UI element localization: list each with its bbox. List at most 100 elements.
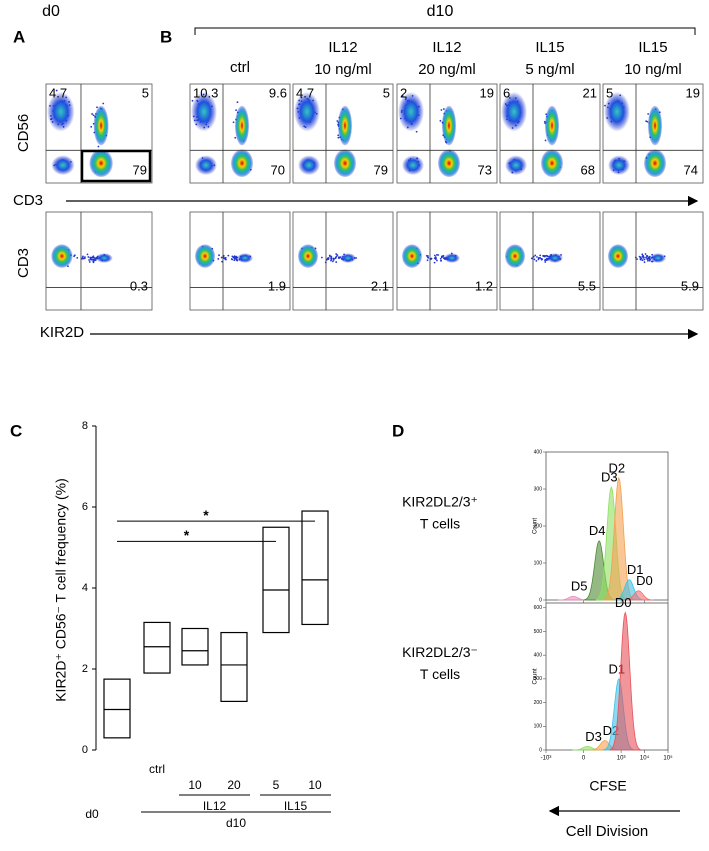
event-dot <box>335 261 338 263</box>
y-tick-label: 0 <box>539 597 542 603</box>
quadrant-value: 19 <box>480 85 494 100</box>
event-dot <box>534 254 537 257</box>
y-tick-label: 600 <box>534 605 543 611</box>
event-dot <box>92 255 95 258</box>
quadrant-value: 70 <box>271 162 285 177</box>
event-dot <box>440 109 443 111</box>
group-label: IL15 <box>284 799 308 813</box>
event-dot <box>232 121 235 124</box>
event-dot <box>220 256 223 259</box>
x-axis-label: KIR2D <box>40 324 84 341</box>
event-dot <box>536 256 538 258</box>
density-blob <box>93 105 109 146</box>
x-tick-label: 10³ <box>617 756 626 762</box>
event-dot <box>86 253 89 256</box>
row-label: T cells <box>420 516 460 532</box>
event-dot <box>539 254 542 257</box>
column-title: IL15 <box>638 39 667 56</box>
event-dot <box>535 260 538 262</box>
event-dot <box>83 257 86 260</box>
quadrant-value: 0.3 <box>130 278 148 293</box>
event-dot <box>235 109 238 112</box>
density-blob <box>505 244 525 268</box>
quadrant-value: 10.3 <box>193 85 218 100</box>
peak-label: D1 <box>627 562 644 577</box>
x-axis-label: CFSE <box>589 778 626 794</box>
density-blob <box>398 91 424 132</box>
peak-label: D3 <box>601 470 618 485</box>
event-dot <box>191 99 194 102</box>
quadrant-value: 4.7 <box>296 85 314 100</box>
range-box <box>103 678 131 739</box>
event-dot <box>224 256 227 259</box>
row-label: T cells <box>420 666 460 682</box>
quadrant-value: 1.9 <box>268 278 286 293</box>
y-axis-label: Count <box>533 518 539 534</box>
event-dot <box>426 259 429 262</box>
quadrant-value: 19 <box>686 85 700 100</box>
event-dot <box>336 120 339 122</box>
event-dot <box>636 258 638 261</box>
quadrant-value: 5 <box>606 85 613 100</box>
event-dot <box>646 255 649 257</box>
event-dot <box>443 108 445 110</box>
range-box <box>262 526 290 634</box>
event-dot <box>646 120 649 123</box>
event-dot <box>330 256 333 259</box>
density-blob <box>547 253 563 263</box>
density-blob <box>95 253 113 263</box>
group-label: d10 <box>226 816 246 830</box>
header-d0: d0 <box>42 3 60 20</box>
event-dot <box>644 253 647 255</box>
quadrant-value: 2 <box>400 85 407 100</box>
peak-label: D0 <box>615 595 632 610</box>
y-axis-label: CD56 <box>15 114 32 152</box>
density-blob <box>51 244 73 268</box>
quadrant-value: 6 <box>503 85 510 100</box>
event-dot <box>93 258 96 261</box>
peak <box>623 590 654 601</box>
range-box <box>181 627 209 666</box>
density-blob <box>340 253 356 263</box>
density-blob <box>47 91 75 132</box>
density-blob <box>608 155 630 176</box>
y-tick-label: 4 <box>82 582 88 594</box>
density-blob <box>604 91 630 132</box>
y-tick-label: 500 <box>534 629 543 635</box>
group-label: IL12 <box>203 799 227 813</box>
event-dot <box>434 256 437 259</box>
event-dot <box>533 258 536 261</box>
event-dot <box>639 256 642 259</box>
y-tick-label: 0 <box>82 744 88 756</box>
event-dot <box>218 254 220 257</box>
y-tick-label: 6 <box>82 501 88 513</box>
range-box <box>220 631 248 702</box>
significance-label: * <box>184 527 190 543</box>
event-dot <box>434 258 437 261</box>
event-dot <box>217 258 220 260</box>
event-dot <box>225 258 227 261</box>
density-blob <box>505 155 527 176</box>
event-dot <box>236 101 239 104</box>
event-dot <box>227 254 230 257</box>
event-dot <box>320 256 323 259</box>
event-dot <box>337 136 340 139</box>
event-dot <box>639 258 642 261</box>
y-tick-label: 300 <box>534 676 543 682</box>
quadrant-value: 74 <box>684 162 698 177</box>
y-tick-label: 300 <box>534 486 543 492</box>
density-blob <box>195 244 215 268</box>
column-title: IL12 <box>432 39 461 56</box>
y-tick-label: 0 <box>539 747 542 753</box>
event-dot <box>233 259 236 262</box>
event-dot <box>545 259 548 262</box>
event-dot <box>337 134 340 137</box>
significance-label: * <box>203 507 209 523</box>
event-dot <box>55 89 58 92</box>
event-dot <box>442 255 445 257</box>
event-dot <box>437 254 440 256</box>
quadrant-value: 5.9 <box>681 278 699 293</box>
event-dot <box>540 257 543 260</box>
event-dot <box>326 258 329 261</box>
